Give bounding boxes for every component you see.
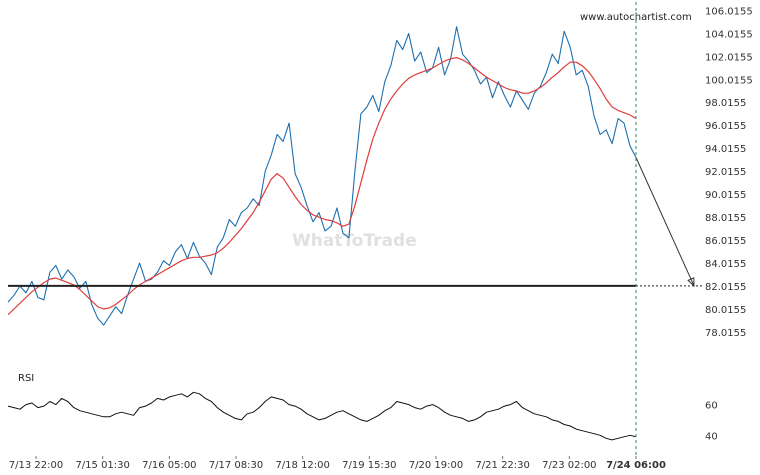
projection-arrow-head [687, 277, 695, 287]
price-tick-label: 104.0155 [705, 29, 753, 40]
time-tick-label: 7/15 01:30 [75, 460, 129, 471]
rsi-line [7, 391, 637, 441]
time-tick-label: 7/20 19:00 [409, 460, 463, 471]
price-tick-label: 90.0155 [705, 190, 746, 201]
rsi-plot [7, 391, 637, 441]
price-tick-label: 86.0155 [705, 236, 746, 247]
rsi-tick-label: 40 [705, 431, 718, 442]
price-axis: 106.0155 104.0155 102.0155 100.0155 98.0155 9… [705, 6, 753, 338]
projection-arrow-line [635, 157, 695, 287]
time-tick-label: 7/16 05:00 [142, 460, 196, 471]
time-tick-label: 7/24 06:00 [606, 460, 666, 471]
rsi-tick-label: 60 [705, 401, 718, 412]
moving-average-line [7, 57, 637, 316]
price-tick-label: 78.0155 [705, 328, 746, 339]
price-tick-label: 94.0155 [705, 144, 746, 155]
rsi-axis: 60 40 [705, 401, 718, 443]
price-plot [7, 26, 637, 326]
watermark: WhatToTrade [292, 231, 417, 251]
price-tick-label: 100.0155 [705, 75, 753, 86]
price-tick-label: 98.0155 [705, 98, 746, 109]
time-axis: 7/13 22:00 7/15 01:30 7/16 05:00 7/17 08:30… [9, 456, 666, 471]
time-tick-label: 7/13 22:00 [9, 460, 63, 471]
site-url: www.autochartist.com [580, 12, 692, 23]
price-tick-label: 92.0155 [705, 167, 746, 178]
time-tick-label: 7/18 12:00 [275, 460, 329, 471]
price-tick-label: 106.0155 [705, 6, 753, 17]
time-tick-label: 7/21 22:30 [475, 460, 529, 471]
time-tick-label: 7/19 15:30 [342, 460, 396, 471]
price-tick-label: 96.0155 [705, 121, 746, 132]
time-tick-label: 7/17 08:30 [209, 460, 263, 471]
price-tick-label: 102.0155 [705, 52, 753, 63]
price-tick-label: 84.0155 [705, 259, 746, 270]
rsi-label: RSI [18, 373, 34, 384]
price-tick-label: 80.0155 [705, 305, 746, 316]
time-tick-label: 7/23 02:00 [542, 460, 596, 471]
price-tick-label: 82.0155 [705, 282, 746, 293]
price-series-line [7, 26, 637, 326]
price-tick-label: 88.0155 [705, 213, 746, 224]
